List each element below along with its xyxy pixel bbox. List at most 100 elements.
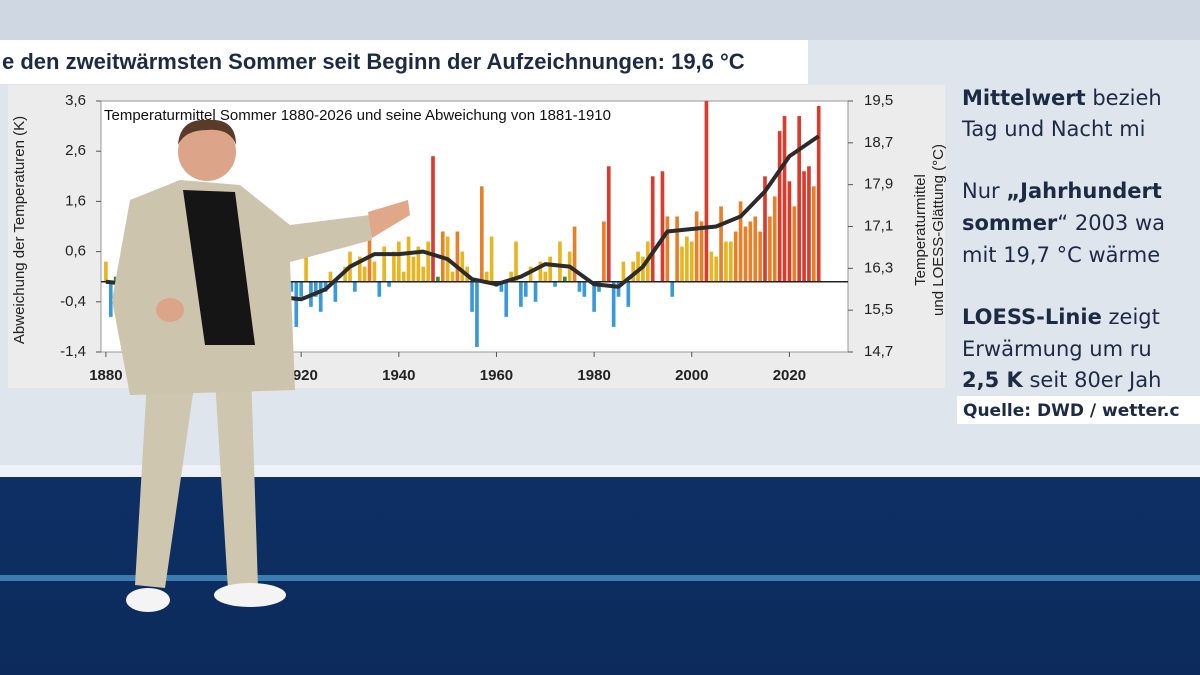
x-tick-label: 2000 (675, 367, 708, 384)
bar (816, 106, 821, 282)
bar (377, 281, 382, 297)
bar (631, 261, 636, 282)
bar (479, 186, 484, 282)
bar (807, 166, 811, 282)
bar (763, 176, 767, 282)
bar (792, 206, 797, 282)
shoe (126, 588, 170, 612)
x-tick-label: 1940 (382, 367, 415, 384)
y-tick-label: 0,6 (65, 243, 86, 260)
bar (104, 261, 108, 282)
bar (636, 251, 640, 282)
bar (499, 281, 504, 292)
bar (797, 116, 802, 282)
bar (743, 226, 748, 282)
bar (772, 196, 777, 282)
bar (611, 281, 616, 327)
hand (156, 298, 184, 322)
hand (368, 200, 410, 238)
bar (353, 281, 357, 292)
panel-text: Tag und Nacht mi (961, 117, 1145, 141)
panel-text: 2,5 K (962, 368, 1024, 392)
bar (782, 116, 787, 282)
bar (553, 281, 557, 287)
panel-text: Nur (962, 179, 1006, 203)
panel-text: Mittelwert (962, 86, 1086, 110)
bar (313, 281, 318, 297)
bar (382, 246, 387, 282)
panel-line: Tag und Nacht mi (961, 117, 1145, 141)
bar (528, 266, 533, 282)
bar (582, 281, 587, 297)
bar (108, 281, 113, 317)
bar (401, 271, 406, 282)
bar (543, 271, 548, 282)
bar (372, 261, 377, 282)
panel-line: 2,5 K seit 80er Jah (962, 368, 1161, 392)
y2-tick-label: 18,7 (864, 134, 893, 151)
y-tick-label: 3,6 (65, 92, 86, 109)
panel-text: Erwärmung um ru (962, 337, 1152, 361)
bar (787, 181, 792, 282)
y2-tick-label: 17,9 (864, 176, 893, 193)
bar (685, 236, 689, 282)
bar (602, 221, 606, 282)
trousers (135, 330, 258, 590)
bar (719, 206, 723, 282)
bar (392, 251, 396, 282)
bar (694, 211, 699, 282)
top-strip (0, 0, 1200, 40)
bar (616, 281, 621, 297)
bar (704, 101, 709, 282)
panel-text: „Jahrhundert (1006, 179, 1162, 203)
bar (304, 251, 308, 282)
panel-line: Nur „Jahrhundert (962, 179, 1162, 203)
bar (406, 236, 411, 282)
bar (489, 236, 494, 282)
panel-text: zeigt (1102, 305, 1160, 329)
bar (455, 231, 460, 282)
y2-axis-label: Temperaturmittel (912, 174, 929, 286)
presenter (112, 119, 410, 612)
bar (538, 261, 543, 282)
bar (328, 271, 333, 282)
screen-edge (0, 465, 1200, 477)
bar (484, 271, 489, 282)
bar (811, 186, 816, 282)
bar (357, 256, 362, 282)
bar (675, 216, 679, 282)
bar (577, 281, 582, 292)
shoe (214, 583, 286, 607)
bar (416, 246, 421, 282)
panel-text: LOESS-Linie (962, 305, 1102, 329)
bar (748, 221, 753, 282)
y2-tick-label: 16,3 (864, 259, 893, 276)
y-axis-label: Abweichung der Temperaturen (K) (11, 116, 28, 344)
panel-text: mit 19,7 °C wärme (962, 243, 1160, 267)
panel-text: sommer (962, 211, 1058, 235)
bar (699, 221, 704, 282)
banner (0, 40, 808, 84)
bar (514, 241, 518, 282)
bar (426, 241, 430, 282)
bar (470, 281, 474, 312)
bar (768, 216, 772, 282)
bar (728, 241, 733, 282)
y-tick-label: 2,6 (65, 142, 86, 159)
panel-text: seit 80er Jah (1023, 368, 1162, 392)
bar (318, 281, 323, 312)
x-tick-label: 1880 (89, 367, 122, 384)
bar (558, 241, 562, 282)
panel-text: “ 2003 wa (1057, 211, 1165, 235)
source-box (957, 396, 1200, 424)
bar (733, 231, 738, 282)
bar (592, 281, 596, 312)
chart-title: Temperaturmittel Sommer 1880-2026 und se… (104, 107, 611, 124)
bar (670, 281, 675, 297)
bar (802, 171, 806, 282)
y2-axis-label: und LOESS-Glättung (°C) (930, 144, 947, 316)
panel-line: Erwärmung um ru (962, 337, 1152, 361)
panel-text: bezieh (1086, 86, 1162, 110)
bar (519, 281, 523, 307)
y-tick-label: -0,4 (60, 293, 86, 310)
